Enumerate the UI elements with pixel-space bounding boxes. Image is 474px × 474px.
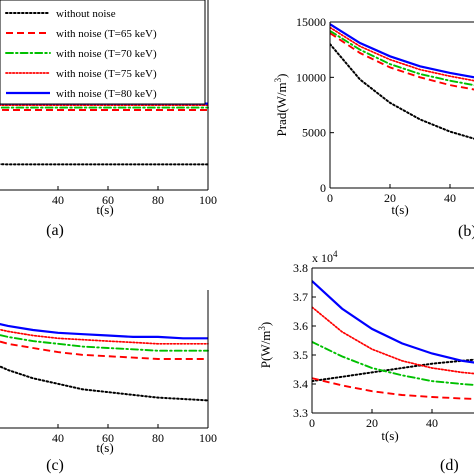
panel-b-y-tick-label-2: 10000 [296,70,326,84]
panel-d-series-line-4 [312,280,474,364]
panel-c-x-tick-label-3: 100 [199,431,217,445]
panel-d-y-tick-label-3: 3.6 [293,319,308,333]
panel-c-xlabel: t(s) [96,440,113,455]
panel-c-series-line-4 [0,323,208,340]
panel-d-y-tick-label-4: 3.7 [293,290,308,304]
panel-c-series-line-0 [0,365,209,402]
panel-b-x-tick-label-2: 40 [444,191,456,205]
legend: without noise with noise (T=65 keV) with n… [0,0,206,105]
panel-d-xlabel: t(s) [381,428,398,443]
panel-b-series-line-2 [330,29,474,87]
panel-c-x-tick-label-0: 40 [52,431,64,445]
panel-d-label: (d) [440,457,459,474]
panel-d-series [312,280,474,400]
panel-c-label: (c) [46,457,64,474]
panel-d-y-tick-label-0: 3.3 [293,406,308,420]
panel-a-xlabel: t(s) [96,202,113,217]
panel-a-series-line-0 [0,163,209,166]
panel-c-x-ticks: 40 60 80 100 [52,424,217,445]
panel-d-exponent: x 104 [312,249,338,265]
panel-d-y-tick-label-5: 3.8 [293,261,308,275]
panel-a-label: (a) [46,222,64,239]
panel-a-x-tick-label-1: 60 [102,193,114,207]
panel-c-x-tick-label-1: 60 [102,431,114,445]
panel-a-x-tick-label-3: 100 [199,193,217,207]
panel-b-ylabel: Prad(W/m3) [273,74,289,137]
panel-c-series-line-3 [0,328,209,345]
panel-d-x-ticks: 0 20 40 [309,409,438,430]
panel-b-series-line-0 [330,43,474,140]
panel-b-x-tick-label-1: 20 [384,191,396,205]
panel-d-x-tick-label-0: 0 [309,416,315,430]
panel-b-series-line-3 [330,26,474,82]
panel-d-y-tick-label-1: 3.4 [293,377,308,391]
panel-b-y-tick-label-0: 0 [320,181,326,195]
panel-a-x-tick-label-0: 40 [52,193,64,207]
panel-d-x-tick-label-2: 40 [426,416,438,430]
panel-d: 3.3 3.4 3.5 3.6 3.7 3.8 0 20 40 x 104 P(W/m3) t… [257,249,474,474]
panel-d-y-ticks: 3.3 3.4 3.5 3.6 3.7 3.8 [293,261,316,420]
panel-b-y-ticks: 0 5000 10000 15000 [296,15,334,195]
panel-c-axes [0,290,209,429]
panel-d-axes [311,267,474,414]
panel-b-x-ticks: 0 20 40 [327,184,456,205]
legend-label-1: with noise (T=65 keV) [56,28,157,40]
panel-a-axes [0,0,209,191]
panel-b-series-line-4 [330,23,474,79]
panel-a-series [0,102,209,166]
panel-c-series-line-1 [0,340,208,360]
panel-c-series [0,323,209,402]
panel-c-x-tick-label-2: 80 [152,431,164,445]
panel-a-x-tick-label-2: 80 [152,193,164,207]
panel-d-x-tick-label-1: 20 [366,416,378,430]
legend-box [0,0,206,105]
panel-b-xlabel: t(s) [391,202,408,217]
panel-c-series-line-2 [0,334,209,352]
panel-d-series-line-3 [312,306,474,375]
panel-d-y-tick-label-2: 3.5 [293,348,308,362]
legend-label-3: with noise (T=75 keV) [56,68,157,80]
panel-d-series-line-0 [312,358,474,383]
panel-a-series-line-1 [0,108,208,111]
panel-b-series [330,23,474,140]
panel-a-x-ticks: 40 60 80 100 [52,186,217,207]
panel-d-ylabel: P(W/m3) [257,322,273,368]
panel-d-series-line-2 [312,340,474,386]
panel-b-x-tick-label-0: 0 [327,191,333,205]
legend-label-0: without noise [56,8,116,20]
panel-b-y-tick-label-1: 5000 [302,126,326,140]
panel-c: 40 60 80 100 t(s) (c) [0,290,217,474]
panel-b: 0 5000 10000 15000 0 20 40 Prad(W/m3) t(s) (b… [273,15,474,240]
panel-b-series-line-1 [330,32,474,91]
legend-label-4: with noise (T=80 keV) [56,88,157,100]
panel-b-y-tick-label-3: 15000 [296,15,326,29]
panel-b-label: (b) [458,223,474,240]
legend-label-2: with noise (T=70 keV) [56,48,157,60]
panel-d-series-line-1 [312,377,474,400]
